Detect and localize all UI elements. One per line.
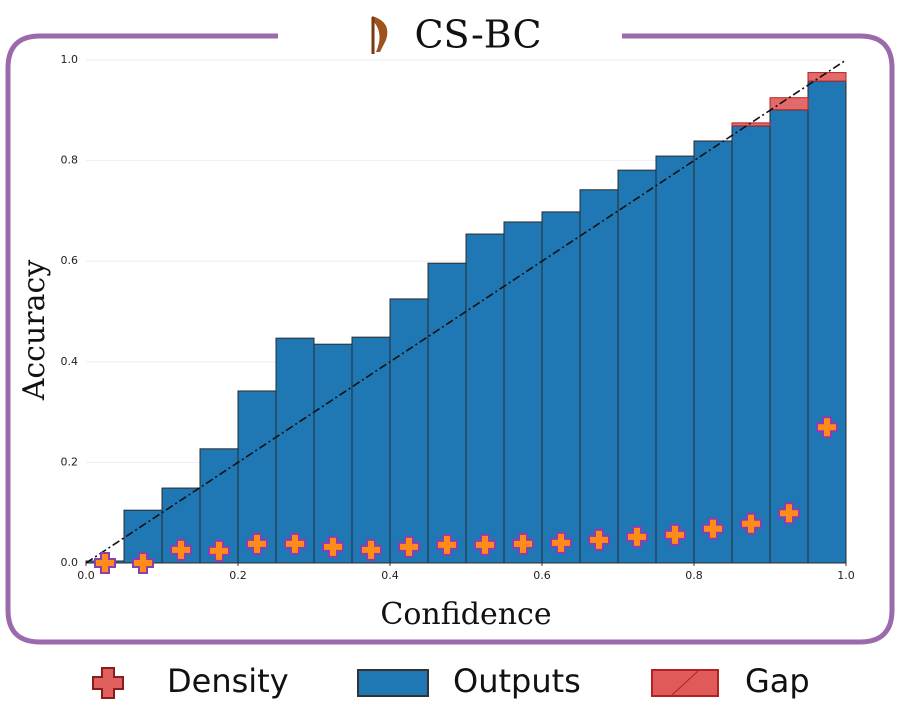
density-marker (474, 533, 496, 556)
legend-label: Outputs (453, 662, 581, 700)
output-bar (693, 140, 733, 564)
output-bar (541, 211, 581, 564)
density-marker (588, 528, 610, 551)
density-marker (208, 539, 230, 562)
output-bar (503, 221, 543, 564)
y-axis-label: Accuracy (17, 260, 52, 402)
title-icon (371, 16, 388, 54)
density-marker (702, 517, 724, 540)
output-bar (427, 262, 467, 564)
x-tick-label: 0.4 (381, 569, 399, 582)
x-tick-label: 1.0 (837, 569, 855, 582)
chart-title: CS-BC (414, 13, 541, 57)
gap-bar (731, 122, 771, 127)
gap-bar (807, 72, 847, 82)
output-bar (731, 125, 771, 564)
x-axis-label: Confidence (380, 597, 551, 632)
y-tick-label: 1.0 (61, 53, 79, 66)
density-marker (132, 552, 154, 574)
output-bar (617, 169, 657, 564)
legend-icon (92, 667, 124, 699)
density-marker (94, 552, 116, 574)
density-marker (550, 531, 572, 554)
x-tick-label: 0.0 (77, 569, 95, 582)
density-marker (246, 532, 268, 555)
x-tick-label: 0.6 (533, 569, 551, 582)
density-marker (436, 533, 458, 556)
density-marker (360, 538, 382, 561)
y-tick-label: 0.0 (61, 556, 79, 569)
output-bar (313, 343, 353, 564)
diagonal (85, 59, 847, 564)
density-marker (740, 512, 762, 535)
output-bar (465, 233, 505, 564)
frame (5, 33, 895, 645)
output-bar (769, 109, 809, 564)
density-marker (398, 535, 420, 558)
density-marker (778, 502, 800, 525)
density-marker (664, 523, 686, 546)
y-tick-label: 0.2 (61, 455, 79, 468)
output-bar (579, 189, 619, 564)
density-marker (512, 532, 534, 555)
density-marker (284, 532, 306, 555)
density-marker (322, 535, 344, 558)
x-tick-label: 0.8 (685, 569, 703, 582)
legend-hatch (671, 670, 699, 696)
output-bar (807, 80, 847, 564)
legend-label: Density (167, 662, 289, 700)
output-bar (389, 298, 429, 564)
density-marker (626, 525, 648, 548)
y-tick-label: 0.8 (61, 154, 79, 167)
density-marker (170, 538, 192, 561)
gap-bar (769, 97, 809, 111)
x-tick-label: 0.2 (229, 569, 247, 582)
density-marker (816, 416, 838, 439)
legend-icon (357, 669, 429, 697)
y-tick-label: 0.4 (61, 355, 79, 368)
output-bar (655, 155, 695, 564)
legend-label: Gap (745, 662, 810, 700)
output-bar (351, 336, 391, 564)
output-bar (275, 337, 315, 564)
y-tick-label: 0.6 (61, 254, 79, 267)
